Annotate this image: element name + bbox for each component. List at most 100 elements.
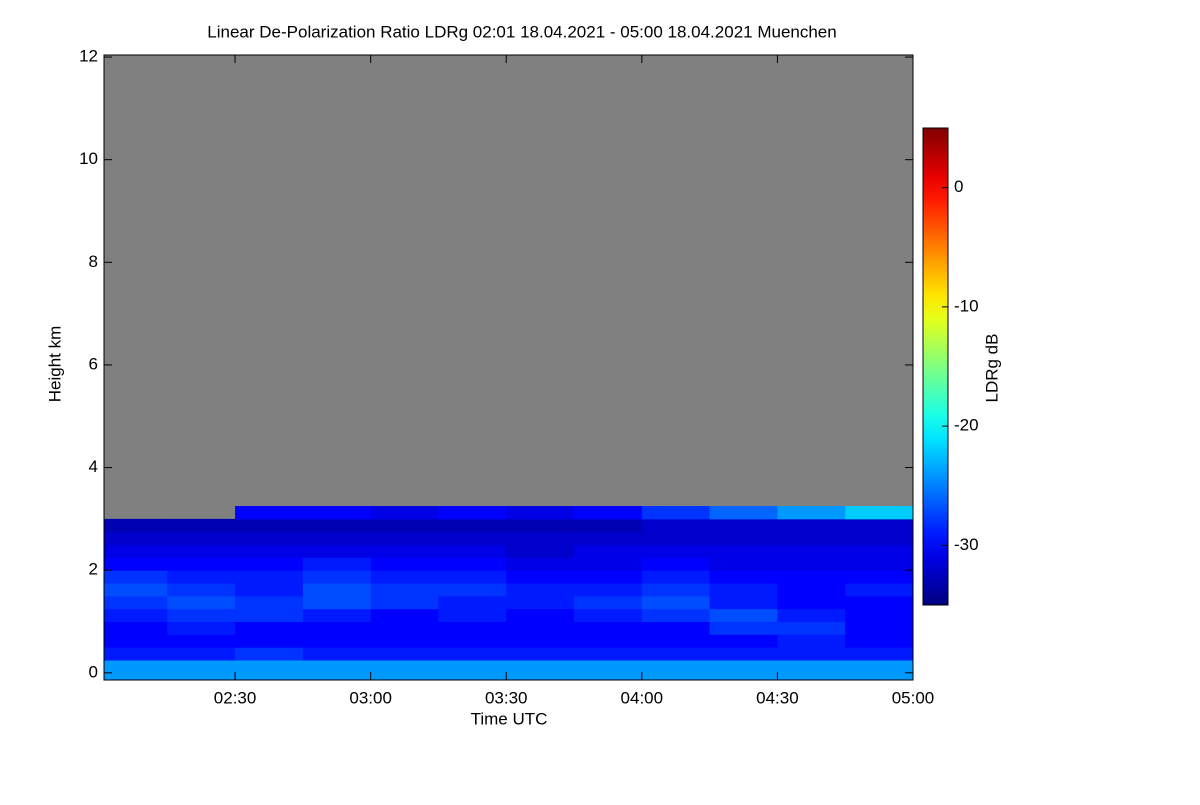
heatmap-cell [104,634,168,648]
heatmap-cell [370,659,439,681]
heatmap-cell [235,634,304,648]
heatmap-cell [438,570,507,584]
heatmap-cell [845,506,914,520]
plot-frame [103,54,914,681]
colorbar [922,127,949,606]
heatmap-cell [438,557,507,571]
heatmap-cell [574,621,643,635]
heatmap-cell [235,518,304,533]
heatmap-cell [574,659,643,681]
chart-title: Linear De-Polarization Ratio LDRg 02:01 … [207,22,836,41]
heatmap-cell [302,570,372,584]
heatmap-cell [438,608,507,623]
heatmap-cell [845,570,914,584]
heatmap-cell [709,595,778,610]
heatmap-cell [167,621,236,635]
heatmap-cell [506,621,575,635]
heatmap-cell [302,608,372,623]
heatmap-cell [104,544,168,558]
heatmap-cell [777,557,846,571]
heatmap-cell [506,634,575,648]
heatmap-cell [709,621,778,635]
y-tick-label: 10 [79,149,98,168]
heatmap-cell [370,531,439,546]
heatmap-cell [235,621,304,635]
y-tick-label: 0 [89,662,98,681]
heatmap-cell [845,583,914,597]
heatmap-cell [370,621,439,635]
heatmap-cell [777,531,846,546]
heatmap-cell [641,518,711,533]
heatmap-cell [104,621,168,635]
heatmap-cell [845,595,914,610]
y-tick-label: 8 [89,252,98,271]
heatmap-cell [574,634,643,648]
y-axis-label: Height km [45,326,64,403]
heatmap-cell [302,544,372,558]
heatmap-cell [167,647,236,661]
heatmap-cell [641,570,711,584]
heatmap-cell [506,659,575,681]
heatmap-cell [574,583,643,597]
heatmap-cell [641,608,711,623]
heatmap-cell [370,518,439,533]
heatmap-cell [302,518,372,533]
heatmap-cell [438,531,507,546]
heatmap-cell [167,659,236,681]
heatmap-cell [104,570,168,584]
heatmap-cell [506,595,575,610]
heatmap-cell [506,506,575,520]
x-axis-label: Time UTC [471,709,548,728]
x-tick-label: 04:00 [621,688,664,707]
colorbar-tick-label: -30 [954,535,979,554]
heatmap-cell [370,506,439,520]
heatmap-cell [370,647,439,661]
heatmap-cell [777,608,846,623]
heatmap-cell [641,634,711,648]
heatmap-cell [104,647,168,661]
heatmap-cell [235,647,304,661]
heatmap-cell [302,531,372,546]
heatmap-cell [506,531,575,546]
heatmap-cell [104,595,168,610]
heatmap-cell [104,583,168,597]
heatmap-cell [709,518,778,533]
heatmap-cell [574,647,643,661]
heatmap-cell [235,557,304,571]
heatmap-cell [235,608,304,623]
heatmap-cell [370,544,439,558]
heatmap-cell [709,570,778,584]
heatmap-cell [641,647,711,661]
heatmap-cell [845,544,914,558]
x-tick-label: 04:30 [756,688,799,707]
heatmap-cell [438,583,507,597]
heatmap-cell [370,595,439,610]
heatmap-cell [302,595,372,610]
heatmap-cell [167,544,236,558]
heatmap-cell [641,659,711,681]
heatmap-cell [167,570,236,584]
heatmap-cell [370,583,439,597]
heatmap-cell [104,531,168,546]
heatmap-cell [845,659,914,681]
heatmap-cell [302,634,372,648]
heatmap-cell [506,583,575,597]
heatmap-cell [777,583,846,597]
heatmap-cell [709,557,778,571]
heatmap-cell [777,544,846,558]
y-tick-label: 4 [89,457,98,476]
x-tick-label: 03:30 [485,688,528,707]
heatmap-cell [777,506,846,520]
heatmap-cell [506,518,575,533]
heatmap-cell [574,518,643,533]
heatmap-cell [167,634,236,648]
heatmap-cell [709,506,778,520]
heatmap-cell [235,659,304,681]
heatmap-cell [302,659,372,681]
heatmap-cell [777,647,846,661]
heatmap-cell [709,659,778,681]
heatmap-cell [709,544,778,558]
heatmap-cell [235,570,304,584]
